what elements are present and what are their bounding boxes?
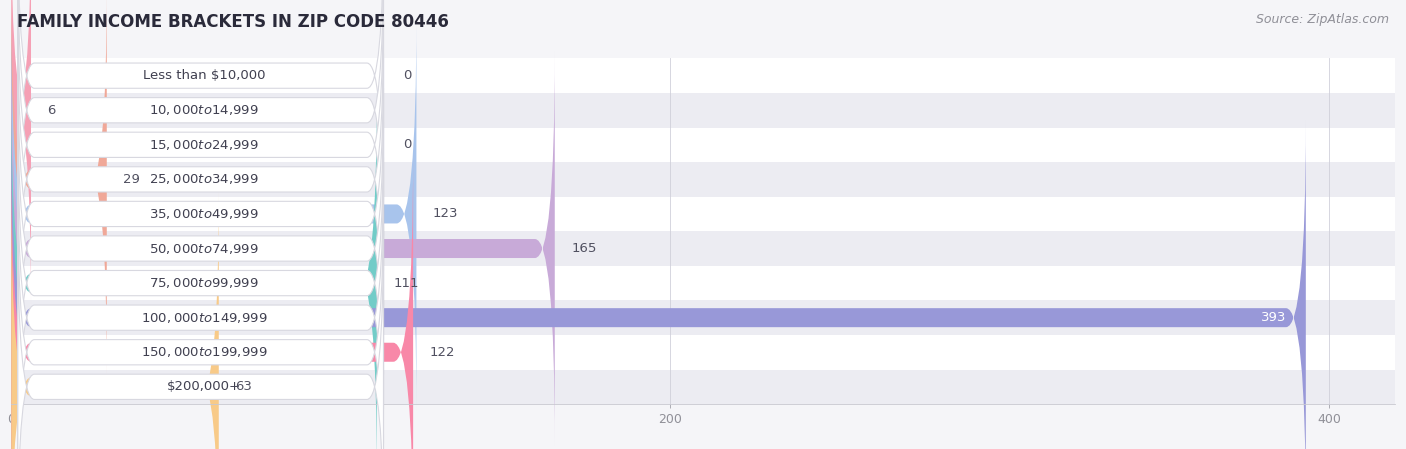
Text: $35,000 to $49,999: $35,000 to $49,999 [149,207,259,221]
FancyBboxPatch shape [11,51,555,446]
Text: Source: ZipAtlas.com: Source: ZipAtlas.com [1256,13,1389,26]
Text: 63: 63 [235,380,252,393]
Text: 165: 165 [571,242,596,255]
FancyBboxPatch shape [18,123,384,443]
FancyBboxPatch shape [11,189,219,449]
Text: $75,000 to $99,999: $75,000 to $99,999 [149,276,259,290]
FancyBboxPatch shape [18,0,384,305]
Bar [11,370,1395,404]
FancyBboxPatch shape [18,227,384,449]
Text: $15,000 to $24,999: $15,000 to $24,999 [149,138,259,152]
Text: 0: 0 [404,138,412,151]
Text: 0: 0 [404,69,412,82]
Bar [11,197,1395,231]
Text: Less than $10,000: Less than $10,000 [142,69,266,82]
FancyBboxPatch shape [11,85,377,449]
Text: 122: 122 [430,346,456,359]
Text: $25,000 to $34,999: $25,000 to $34,999 [149,172,259,186]
FancyBboxPatch shape [11,0,31,308]
FancyBboxPatch shape [11,120,1306,449]
Bar [11,58,1395,93]
Bar [11,162,1395,197]
FancyBboxPatch shape [18,158,384,449]
Bar [11,93,1395,128]
Bar [11,300,1395,335]
FancyBboxPatch shape [18,0,384,270]
Bar [11,128,1395,162]
FancyBboxPatch shape [11,154,413,449]
Text: $150,000 to $199,999: $150,000 to $199,999 [141,345,267,359]
FancyBboxPatch shape [18,19,384,339]
Text: 111: 111 [394,277,419,290]
Text: 123: 123 [433,207,458,220]
Text: $50,000 to $74,999: $50,000 to $74,999 [149,242,259,255]
Text: $100,000 to $149,999: $100,000 to $149,999 [141,311,267,325]
FancyBboxPatch shape [11,0,107,377]
FancyBboxPatch shape [18,0,384,236]
FancyBboxPatch shape [11,16,416,412]
Bar [11,335,1395,370]
FancyBboxPatch shape [18,54,384,374]
Text: FAMILY INCOME BRACKETS IN ZIP CODE 80446: FAMILY INCOME BRACKETS IN ZIP CODE 80446 [17,13,449,31]
Text: 29: 29 [124,173,141,186]
Text: $10,000 to $14,999: $10,000 to $14,999 [149,103,259,117]
Text: 393: 393 [1261,311,1286,324]
Text: 6: 6 [48,104,56,117]
Text: $200,000+: $200,000+ [167,380,240,393]
FancyBboxPatch shape [18,88,384,409]
Bar [11,231,1395,266]
FancyBboxPatch shape [18,192,384,449]
Bar [11,266,1395,300]
